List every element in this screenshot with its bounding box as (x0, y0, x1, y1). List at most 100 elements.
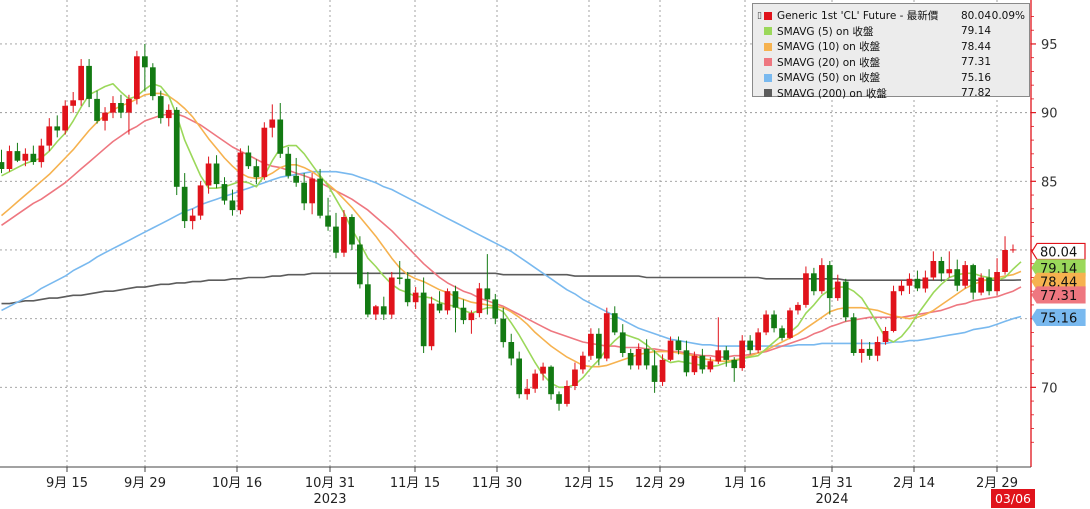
candle-body (986, 277, 992, 292)
candle-body (938, 261, 945, 274)
legend-label: SMAVG (20) on 收盤 (776, 56, 881, 69)
candle-body (261, 127, 268, 178)
candle-body (739, 340, 745, 369)
sma50-line (1, 170, 1022, 347)
candle-body (460, 307, 467, 321)
candle-body (1010, 249, 1016, 251)
candle-body (675, 340, 682, 351)
candle-body (532, 373, 538, 389)
candle-body (173, 109, 180, 187)
candle-body (508, 342, 515, 359)
x-tick-label: 1月 31 (811, 476, 853, 491)
y-tick-label: 70 (1041, 381, 1058, 396)
candle-body (86, 65, 92, 99)
candle-body (540, 366, 546, 374)
legend-row: ▯ Generic 1st 'CL' Future - 最新價 80.04 0.… (757, 8, 1025, 24)
x-tick-label: 2月 29 (976, 476, 1018, 491)
candle-body (850, 317, 857, 353)
legend-row: ▯ SMAVG (20) on 收盤 77.31 (757, 55, 1025, 71)
legend-value: 77.31 (960, 56, 991, 69)
price-tag-label: 77.31 (1040, 289, 1077, 304)
candle-body (795, 304, 801, 311)
candle-body (723, 350, 730, 360)
x-tick-label: 12月 15 (564, 476, 614, 491)
candle-body (388, 277, 395, 315)
sma200-line (1, 272, 1022, 305)
candle-body (715, 350, 722, 362)
x-tick-label: 12月 29 (635, 476, 685, 491)
x-tick-label: 2月 14 (893, 476, 935, 491)
legend-swatch (763, 73, 772, 82)
sma10-line (0, 92, 1022, 368)
candle-body (46, 126, 53, 146)
candle-body (627, 353, 634, 366)
candle-body (436, 303, 443, 311)
candle-body (588, 333, 594, 356)
candle-body (954, 269, 961, 286)
candle-body (373, 306, 379, 315)
x-tick-label: 11月 15 (390, 476, 440, 491)
candle-body (1002, 250, 1008, 272)
y-tick-label: 90 (1041, 107, 1058, 122)
year-label: 2024 (815, 492, 848, 507)
candle-body (54, 126, 61, 131)
candle-body (524, 388, 530, 395)
date-badge (991, 489, 1035, 508)
candle-body (142, 56, 148, 68)
candle-body (914, 278, 921, 289)
candle-body (898, 285, 905, 292)
candle-body (468, 313, 475, 321)
candle-body (842, 281, 849, 318)
candle-body (978, 277, 984, 293)
candle-body (994, 272, 1000, 292)
x-tick-label: 10月 31 (305, 476, 355, 491)
candle-body (755, 332, 761, 351)
price-tag (1031, 242, 1086, 261)
candle-body (229, 200, 236, 211)
candle-body (826, 265, 833, 299)
candle-body (78, 65, 84, 101)
x-tick-label: 1月 16 (724, 476, 766, 491)
candle-body (564, 386, 570, 404)
price-tag-label: 75.16 (1040, 311, 1077, 326)
candle-body (811, 273, 817, 292)
candle-body (412, 292, 419, 303)
candle-body (619, 332, 626, 353)
chart-legend: ▯ Generic 1st 'CL' Future - 最新價 80.04 0.… (752, 3, 1030, 100)
candle-body (834, 281, 841, 299)
candle-body (110, 103, 116, 113)
price-tag (1031, 308, 1086, 327)
candle-body (452, 291, 459, 308)
candle-body (221, 184, 228, 201)
candle-body (787, 310, 793, 338)
candle-body (651, 365, 658, 382)
candle-body (197, 185, 204, 216)
candle-body (596, 333, 602, 359)
legend-value: 75.16 (960, 71, 991, 84)
candle-body (516, 358, 522, 395)
candle-body (277, 119, 284, 154)
candle-body (269, 119, 276, 128)
candle-body (747, 340, 753, 351)
price-tag-label: 80.04 (1040, 245, 1077, 260)
candle-body (930, 261, 937, 278)
legend-swatch (763, 27, 772, 36)
candle-body (635, 348, 642, 366)
y-tick-label: 95 (1041, 38, 1058, 53)
candle-body (779, 328, 785, 338)
legend-row: ▯ SMAVG (5) on 收盤 79.14 (757, 24, 1025, 40)
legend-swatch (763, 89, 772, 98)
legend-change: 0.09% (991, 9, 1025, 22)
candle-body (763, 314, 769, 333)
candle-body (476, 288, 483, 314)
candle-icon: ▯ (757, 10, 762, 21)
candle-body (556, 394, 562, 404)
x-tick-label: 9月 29 (124, 476, 166, 491)
candle-body (906, 278, 913, 286)
candle-body (134, 56, 140, 99)
candle-body (603, 313, 610, 359)
x-tick-label: 11月 30 (472, 476, 522, 491)
candle-body (611, 313, 618, 333)
legend-value: 80.04 (960, 9, 991, 22)
candle-body (285, 153, 292, 176)
